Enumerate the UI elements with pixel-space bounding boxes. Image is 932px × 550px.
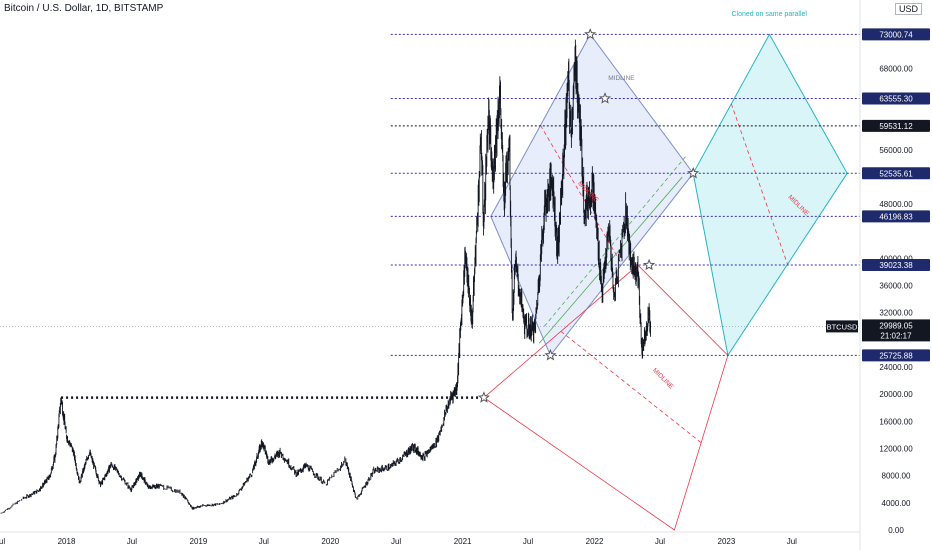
symbol-tag-text: BTCUSD — [827, 322, 858, 331]
level-price-tag-text: 52535.61 — [879, 169, 913, 178]
anchor-star-bottom — [544, 348, 557, 361]
y-tick-label: 40000.00 — [879, 254, 913, 263]
x-tick-label: Jul — [655, 537, 665, 546]
level-price-tag — [862, 167, 930, 180]
anchor-star-lower — [642, 258, 656, 271]
red-channel-midline — [560, 331, 702, 443]
y-tick-label: 12000.00 — [879, 445, 913, 454]
anchor-star-right — [687, 166, 700, 179]
price-axis-bg — [860, 0, 932, 550]
countdown-text: 21:02:17 — [880, 331, 912, 340]
level-price-tag — [862, 259, 930, 272]
level-price-tag-text: 59531.12 — [879, 122, 913, 131]
annotation-midline-gray: MIDLINE — [608, 75, 635, 82]
level-price-tag-text: 25725.88 — [879, 351, 913, 360]
level-price-tag-text: 46196.83 — [879, 212, 913, 221]
y-tick-label: 56000.00 — [879, 146, 913, 155]
y-tick-label: 8000.00 — [882, 472, 911, 481]
y-tick-label: 48000.00 — [879, 200, 913, 209]
level-price-tag-text: 73000.74 — [879, 30, 913, 39]
x-tick-label: Jul — [0, 537, 5, 546]
x-tick-label: 2023 — [718, 537, 736, 546]
y-tick-label: 32000.00 — [879, 309, 913, 318]
anchor-star-top — [584, 28, 597, 40]
y-tick-label: 24000.00 — [879, 363, 913, 372]
annotation-midline-red-2: MIDLINE — [651, 367, 675, 391]
y-tick-label: 0.00 — [888, 526, 904, 535]
current-price-tag — [862, 319, 930, 342]
x-tick-label: Jul — [787, 537, 797, 546]
level-price-tag-text: 39023.38 — [879, 261, 913, 270]
level-price-tag-text: 63555.30 — [879, 94, 913, 103]
currency-label[interactable]: USD — [894, 3, 922, 15]
x-tick-label: 2019 — [190, 537, 208, 546]
candles — [0, 39, 651, 514]
y-tick-label: 16000.00 — [879, 417, 913, 426]
x-tick-label: 2021 — [454, 537, 472, 546]
cyan-channel-midline — [730, 103, 788, 265]
x-tick-label: Jul — [523, 537, 533, 546]
symbol-tag — [826, 320, 858, 333]
y-tick-label: 4000.00 — [882, 499, 911, 508]
chart-title: Bitcoin / U.S. Dollar, 1D, BITSTAMP — [4, 3, 164, 14]
current-price-text: 29989.05 — [879, 321, 913, 330]
x-tick-label: Jul — [259, 537, 269, 546]
level-price-tag — [862, 119, 930, 132]
y-tick-label: 36000.00 — [879, 282, 913, 291]
x-tick-label: 2022 — [586, 537, 604, 546]
level-price-tag — [862, 349, 930, 362]
green-parallel-dashed — [543, 156, 686, 327]
red-channel — [483, 264, 729, 531]
annotation-cloned: Cloned on same parallel — [732, 11, 808, 18]
cyan-channel — [692, 33, 848, 357]
anchor-star-red — [477, 391, 490, 403]
y-tick-label: 68000.00 — [879, 64, 913, 73]
anchor-star-midline — [599, 92, 612, 104]
level-price-tag — [862, 28, 930, 41]
x-tick-label: 2020 — [321, 537, 339, 546]
level-price-tag — [862, 210, 930, 223]
level-price-tag — [862, 92, 930, 105]
x-tick-label: Jul — [127, 537, 137, 546]
y-tick-label: 20000.00 — [879, 390, 913, 399]
x-tick-label: Jul — [391, 537, 401, 546]
x-tick-label: 2018 — [58, 537, 76, 546]
